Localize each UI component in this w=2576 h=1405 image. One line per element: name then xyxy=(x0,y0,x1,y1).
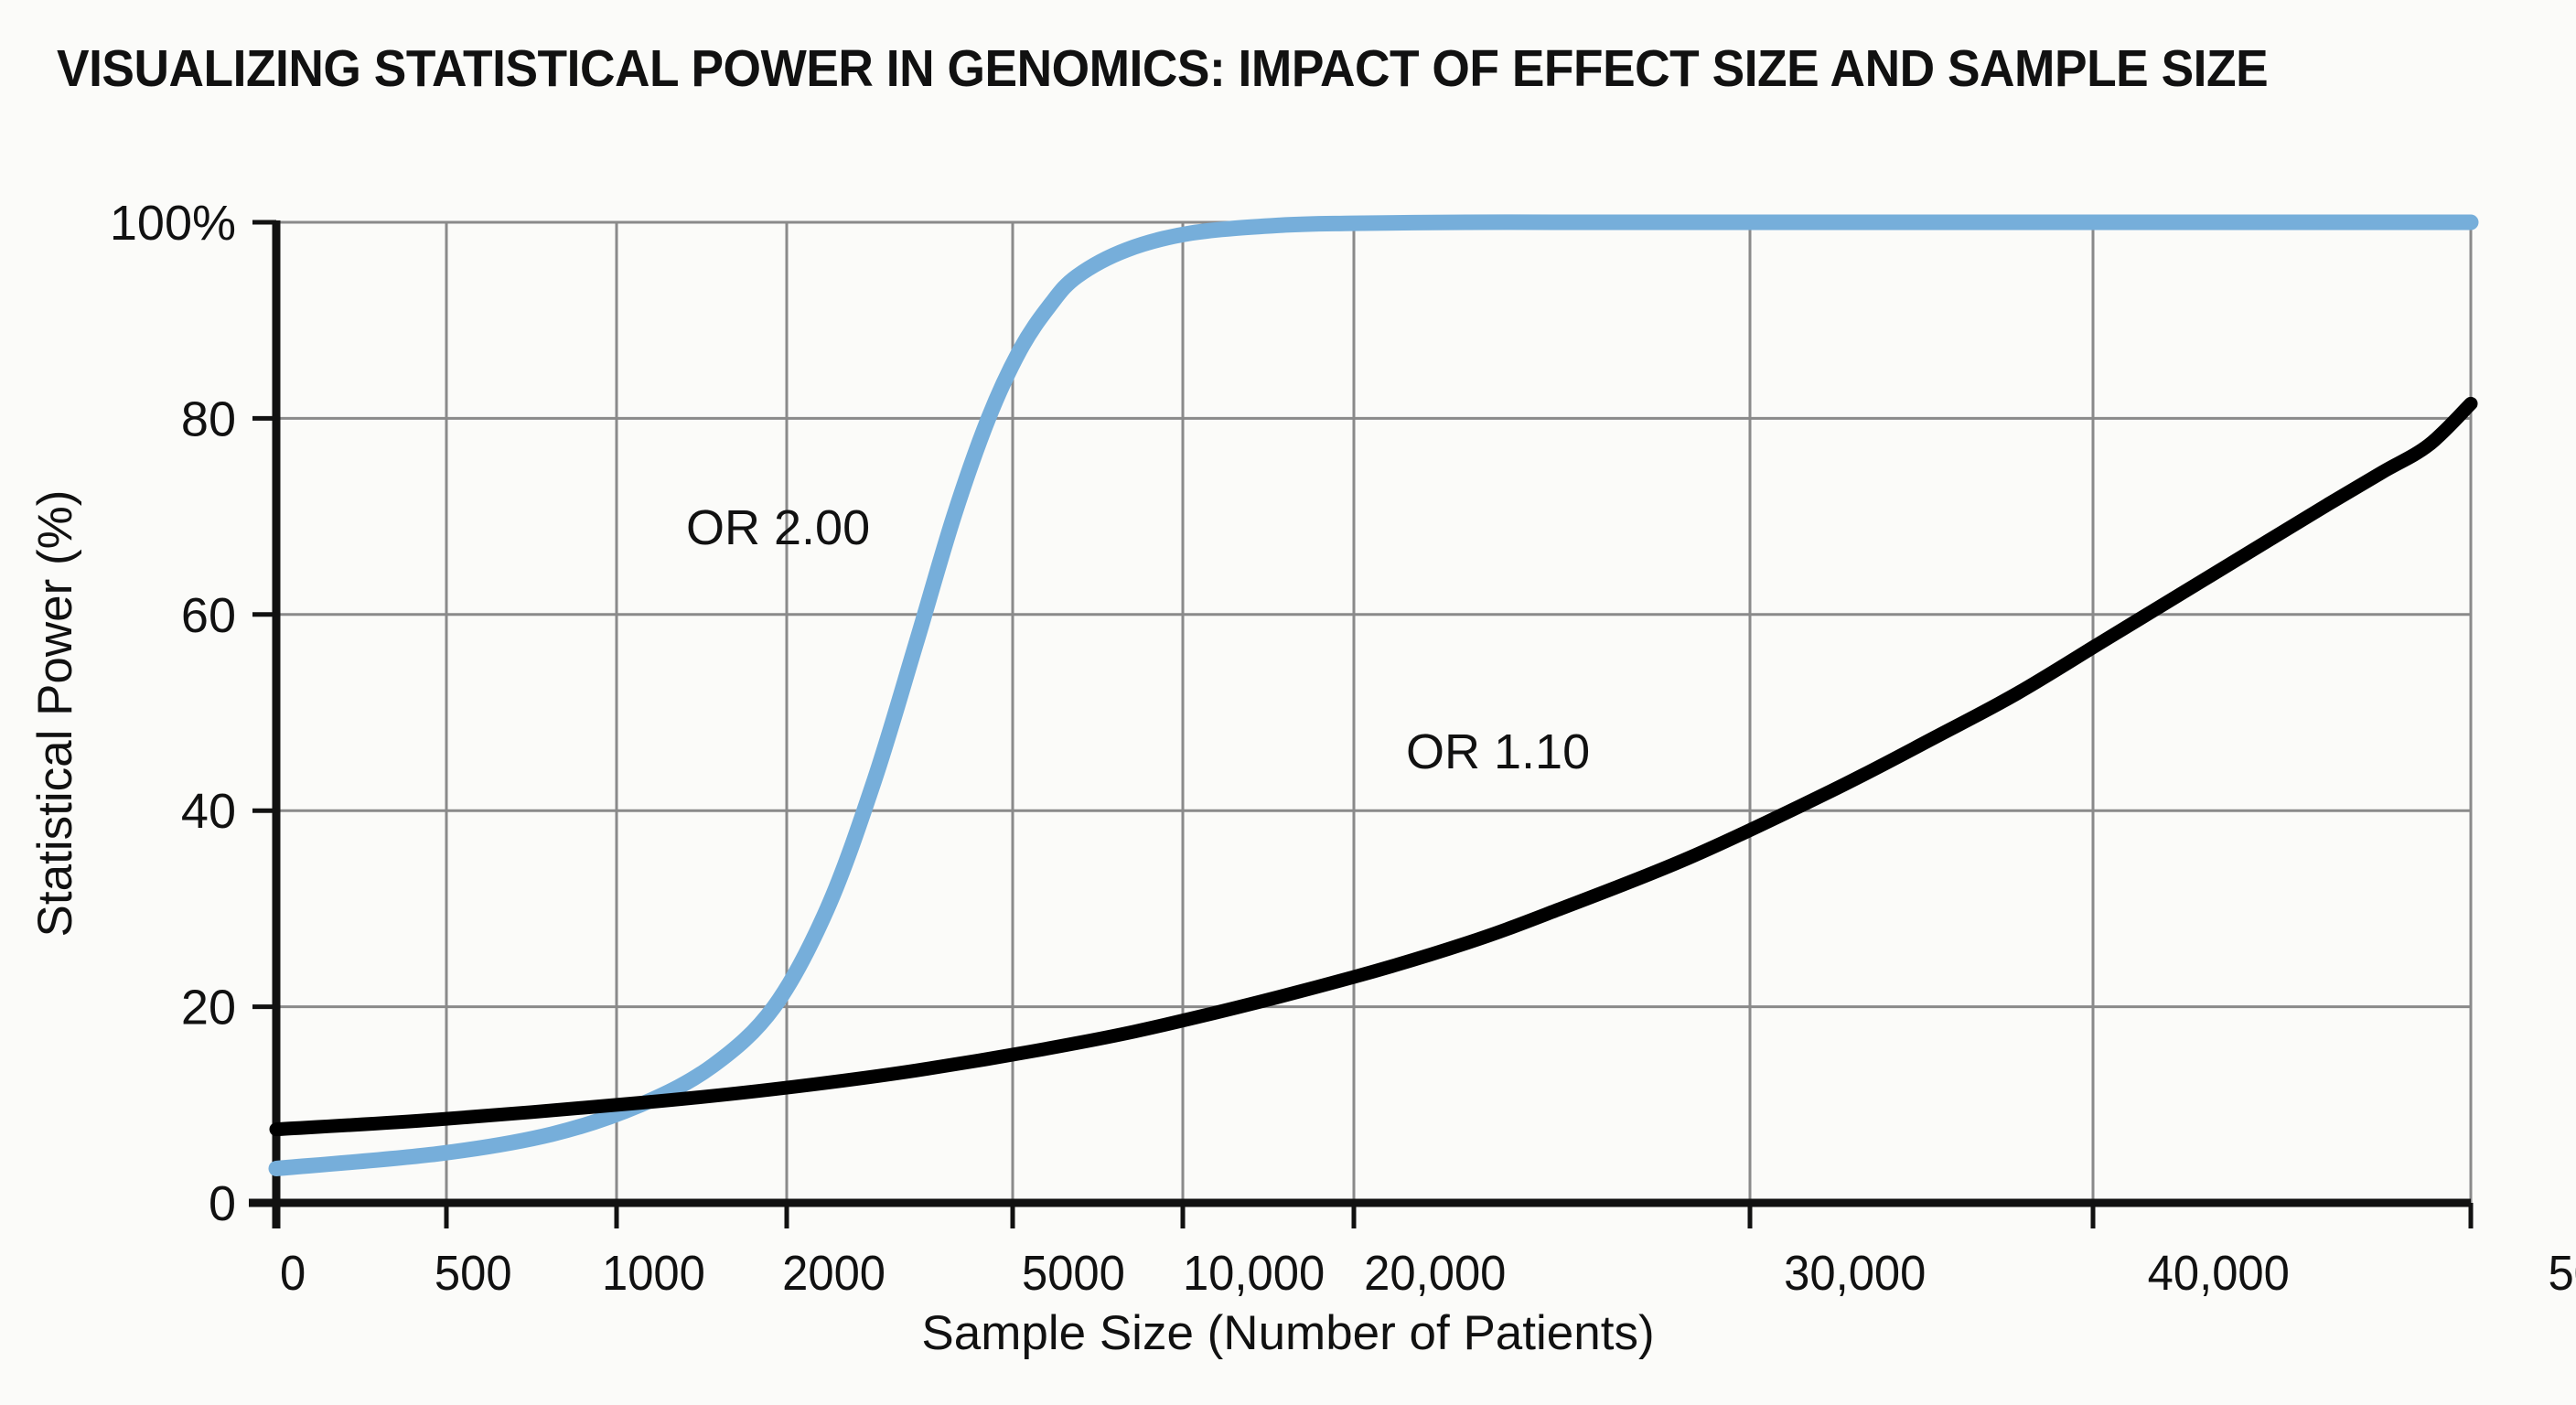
x-tick-label: 30,000 xyxy=(1784,1247,1926,1302)
y-tick-label: 80 xyxy=(181,391,236,446)
x-tick-label: 500 xyxy=(435,1247,512,1302)
gridlines xyxy=(276,220,2473,1203)
y-tick-labels: 0 20 40 60 80 100% xyxy=(110,196,236,1231)
series-line-or-2-00 xyxy=(268,214,2479,1176)
x-tick-label: 10,000 xyxy=(1183,1247,1325,1302)
x-tick-label: 5000 xyxy=(1022,1247,1125,1302)
tick-marks xyxy=(252,220,2474,1228)
y-tick-label: 20 xyxy=(181,981,236,1035)
x-tick-label: 40,000 xyxy=(2148,1247,2290,1302)
series-line-or-1-10 xyxy=(269,396,2478,1137)
x-tick-label: 50,000 xyxy=(2548,1247,2576,1302)
x-tick-label: 2000 xyxy=(782,1247,886,1302)
y-axis-title: Statistical Power (%) xyxy=(28,490,82,938)
x-tick-labels: 0 500 1000 2000 5000 10,000 20,000 30,000 40,000… xyxy=(280,1247,2576,1302)
series-annotation-or-110: OR 1.10 xyxy=(1406,724,1590,779)
y-tick-label: 60 xyxy=(181,588,236,643)
y-tick-label: 0 xyxy=(209,1176,236,1231)
axis-lines xyxy=(249,220,2471,1228)
x-tick-label: 20,000 xyxy=(1364,1247,1506,1302)
x-tick-label: 1000 xyxy=(602,1247,705,1302)
x-tick-label: 0 xyxy=(280,1247,306,1302)
y-tick-label: 100% xyxy=(110,196,236,251)
page-title: VISUALIZING STATISTICAL POWER IN GENOMIC… xyxy=(57,39,2269,98)
y-tick-label: 40 xyxy=(181,784,236,839)
series-annotation-or-200: OR 2.00 xyxy=(686,500,870,555)
x-axis-title: Sample Size (Number of Patients) xyxy=(921,1306,1654,1360)
series-paths xyxy=(268,214,2479,1176)
